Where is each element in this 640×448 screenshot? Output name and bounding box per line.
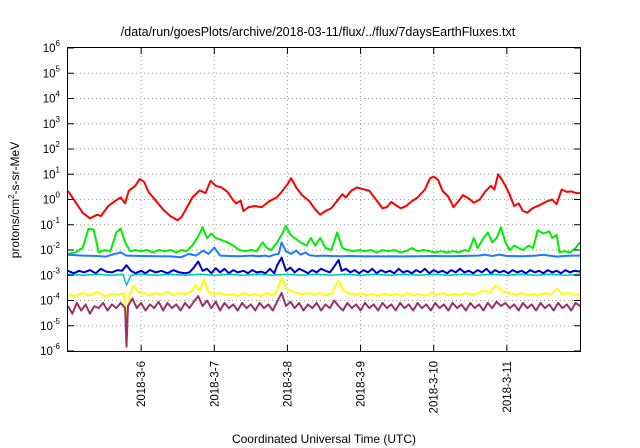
y-tick-base: 10 — [43, 144, 56, 156]
y-axis: 10-610-510-410-310-210-11001011021031041… — [40, 39, 580, 358]
plot-frame — [67, 47, 581, 352]
y-tick-exponent: 4 — [56, 90, 61, 99]
series-line — [67, 173, 580, 222]
series-line — [67, 224, 581, 255]
y-tick-label: 104 — [43, 90, 61, 106]
y-tick-exponent: 2 — [56, 140, 61, 149]
x-tick-label: 2018-3-6 — [136, 361, 148, 407]
y-tick-exponent: -2 — [53, 241, 61, 250]
series-line — [67, 273, 581, 287]
y-axis-label: protons/cm2-s-sr-MeV — [7, 142, 22, 258]
y-tick-exponent: -5 — [53, 317, 61, 326]
y-tick-label: 10-1 — [40, 216, 60, 232]
y-tick-label: 106 — [43, 39, 61, 55]
y-tick-label: 10-3 — [40, 266, 60, 282]
y-tick-label: 10-2 — [40, 241, 60, 257]
x-tick-label: 2018-3-11 — [502, 361, 514, 413]
y-tick-base: 10 — [40, 346, 53, 358]
y-tick-base: 10 — [43, 94, 56, 106]
data-series — [67, 173, 581, 348]
series-line — [67, 256, 581, 275]
y-tick-label: 105 — [43, 64, 61, 80]
x-tick-label: 2018-3-8 — [282, 361, 294, 407]
y-tick-base: 10 — [43, 169, 56, 181]
y-tick-exponent: 0 — [56, 191, 61, 200]
y-tick-base: 10 — [40, 245, 53, 257]
x-axis: 2018-3-6 2018-3-7 2018-3-8 2018-3-9 2018-3-1… — [136, 48, 514, 413]
y-tick-label: 10-6 — [40, 342, 60, 358]
y-tick-label: 102 — [43, 140, 61, 156]
y-tick-base: 10 — [43, 195, 56, 207]
y-axis-label-text: protons/cm2-s-sr-MeV — [7, 142, 22, 258]
y-tick-base: 10 — [40, 296, 53, 308]
y-tick-exponent: -1 — [53, 216, 61, 225]
series-line — [67, 276, 581, 321]
y-tick-exponent: 3 — [56, 115, 61, 124]
chart-title: /data/run/goesPlots/archive/2018-03-11/f… — [121, 25, 516, 39]
y-tick-base: 10 — [40, 321, 53, 333]
x-tick-label: 2018-3-7 — [209, 361, 221, 407]
series-line — [67, 241, 580, 259]
y-tick-label: 103 — [43, 115, 61, 131]
y-tick-label: 100 — [43, 191, 61, 207]
y-tick-base: 10 — [43, 43, 56, 55]
x-tick-label: 2018-3-10 — [429, 361, 441, 413]
y-tick-exponent: 6 — [56, 39, 61, 48]
x-axis-label: Coordinated Universal Time (UTC) — [232, 432, 416, 446]
y-tick-label: 10-4 — [40, 292, 60, 308]
y-tick-exponent: -6 — [53, 342, 61, 351]
y-tick-base: 10 — [43, 68, 56, 80]
y-tick-base: 10 — [43, 119, 56, 131]
y-tick-label: 10-5 — [40, 317, 60, 333]
y-tick-base: 10 — [40, 220, 53, 232]
y-tick-exponent: 1 — [56, 165, 61, 174]
y-tick-exponent: 5 — [56, 64, 61, 73]
y-tick-exponent: -3 — [53, 266, 61, 275]
series-line — [67, 291, 581, 348]
x-tick-label: 2018-3-9 — [356, 361, 368, 407]
y-tick-label: 101 — [43, 165, 61, 181]
y-tick-base: 10 — [40, 270, 53, 282]
y-tick-exponent: -4 — [53, 292, 61, 301]
